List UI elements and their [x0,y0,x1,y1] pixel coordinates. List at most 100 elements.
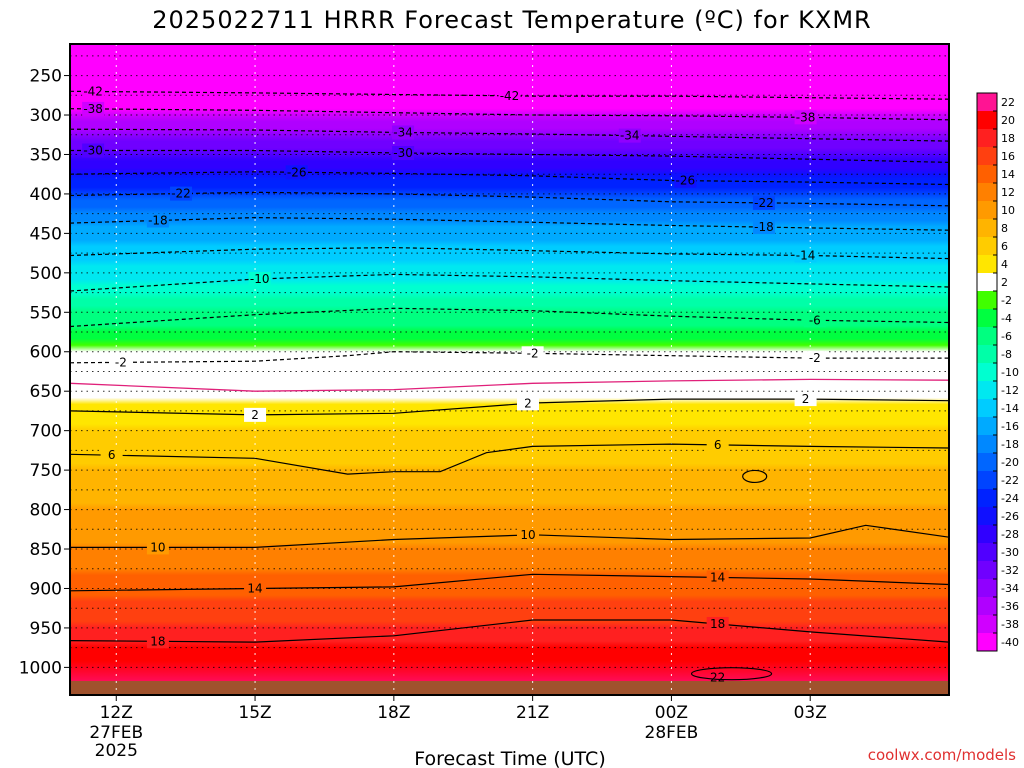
y-tick-label: 400 [30,185,62,205]
ground-band [70,681,949,695]
y-axis: 250 300 350 400 450 500 550 600 650 700 750 800 850 9… [19,67,70,678]
contour-label: -42 [83,85,103,99]
colorbar-swatch [977,201,997,219]
colorbar-swatch [977,219,997,237]
contour-label-bg [146,213,169,228]
contour-label-bg [146,540,169,555]
y-tick-label: 650 [30,382,62,402]
contour-label: -18 [148,213,168,227]
colorbar-label: -40 [1001,636,1019,649]
contour-label-bg [82,101,105,116]
contour-label: -22 [171,187,191,201]
colorbar-label: -16 [1001,420,1019,433]
colorbar-swatch [977,399,997,417]
colorbar-swatch [977,237,997,255]
y-tick-label: 550 [30,303,62,323]
contour-line [70,524,949,548]
colorbar-label: -32 [1001,564,1019,577]
y-tick-label: 450 [30,224,62,244]
colorbar-label: -24 [1001,492,1019,505]
colorbar-label: 16 [1001,150,1015,163]
colorbar-label: -20 [1001,456,1019,469]
colorbar-label: -2 [1001,294,1012,307]
x-tick-label: 03Z [794,703,827,723]
x-tick-label: 00Z [655,703,688,723]
colorbar-label: 6 [1001,240,1008,253]
contour-label: -38 [83,102,103,116]
contour-line [70,149,949,163]
contour-line [70,191,949,207]
contour-label: -2 [115,355,127,369]
contour-label-bg [517,527,540,542]
colorbar-label: -8 [1001,348,1012,361]
colorbar-swatch [977,111,997,129]
colorbar-swatch [977,471,997,489]
contour-label: 6 [108,448,116,462]
colorbar-swatch [977,291,997,309]
colorbar-swatch [977,129,997,147]
contour-line [742,469,768,484]
x-axis-label: Forecast Time (UTC) [414,748,605,768]
y-tick-label: 300 [30,106,62,126]
colorbar-swatch [977,417,997,435]
colorbar-frame [976,92,998,652]
contour-label: 14 [247,581,262,595]
contour-line [70,171,949,186]
contour-line [70,443,949,475]
contour-label-bg [517,396,540,411]
colorbar-label: 4 [1001,258,1008,271]
chart-title: 2025022711 HRRR Forecast Temperature (ºC… [152,6,871,34]
contour-label-bg [498,88,521,103]
contour-label-bg [82,84,105,99]
x-tick-label: 12Z [100,703,133,723]
colorbar-label: 18 [1001,132,1015,145]
colorbar-swatch [977,507,997,525]
contour-label: -30 [393,146,413,160]
colorbar-label: 2 [1001,276,1008,289]
contour-label-bg [285,165,308,180]
y-tick-label: 1000 [19,658,62,678]
contour-label: -38 [796,110,816,124]
colorbar-swatch [977,597,997,615]
colorbar-label: -28 [1001,528,1019,541]
colorbar-swatch [977,345,997,363]
contour-label: 18 [150,634,165,648]
colorbar-label: -36 [1001,600,1019,613]
contour-label: 22 [710,671,725,685]
contour-label: -26 [287,165,307,179]
contour-label-bg [146,634,169,649]
colorbar-swatch [977,255,997,273]
colorbar-label: 20 [1001,114,1015,127]
contour-label-bg [618,128,641,143]
plot-area: -42 -42-38-38-34 -34-30 -30-26-26-22-22-18-… [70,44,949,695]
contour-label-bg [803,351,826,366]
contour-line [70,378,949,392]
x-tick-date: 28FEB [645,723,699,743]
contour-label: -18 [754,220,774,234]
contour-label: 10 [520,528,535,542]
y-tick-label: 800 [30,501,62,521]
colorbar-label: -12 [1001,384,1019,397]
contour-line [70,216,949,231]
colorbar-label: 12 [1001,186,1015,199]
contour-label-bg [170,186,193,201]
contour-label: 2 [802,392,810,406]
contour-label: -6 [809,313,821,327]
colorbar-label: -22 [1001,474,1019,487]
contour-label: -26 [675,174,695,188]
contour-line [70,108,949,121]
x-tick-date: 27FEB [89,723,143,743]
x-tick-label: 21Z [516,703,549,723]
contour-lines [70,90,949,681]
colorbar-swatch [977,309,997,327]
contour-labels: -42 -42-38-38-34 -34-30 -30-26-26-22-22-18-… [82,84,826,685]
colorbar-swatch [977,525,997,543]
colorbar-swatch [977,165,997,183]
contour-label: -34 [620,129,640,143]
x-tick-label: 15Z [238,703,271,723]
y-tick-label: 750 [30,461,62,481]
colorbar-label: -4 [1001,312,1012,325]
contour-label-bg [521,346,544,361]
